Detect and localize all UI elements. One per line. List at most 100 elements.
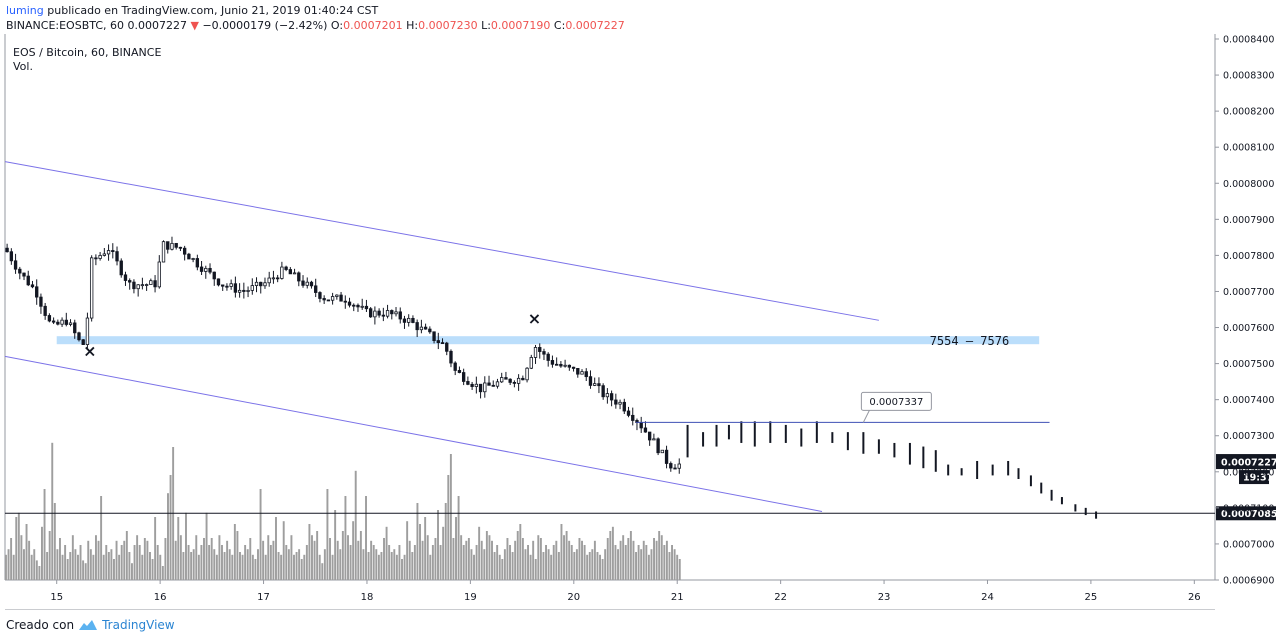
candle-body — [161, 241, 166, 263]
volume-bar — [267, 535, 270, 580]
candle-body — [356, 304, 360, 308]
volume-bar — [496, 545, 499, 580]
candle-body — [538, 347, 542, 352]
candle-body — [347, 301, 352, 306]
volume-bar — [354, 470, 357, 580]
volume-bar — [149, 552, 151, 580]
candle-body — [377, 310, 381, 316]
volume-bar — [110, 549, 113, 580]
author-link[interactable]: luming — [6, 4, 44, 17]
volume-bar — [470, 549, 473, 580]
volume-bar — [84, 563, 87, 580]
volume-bar — [406, 521, 409, 580]
tradingview-brand[interactable]: TradingView — [102, 618, 175, 632]
volume-bar — [197, 554, 200, 580]
candle-body — [18, 268, 22, 274]
volume-bar — [308, 524, 311, 580]
volume-bar — [485, 531, 488, 580]
time-tick-label: 15 — [50, 592, 63, 603]
descending-channel — [4, 161, 879, 512]
support-zone: 7554 – 7576 — [56, 334, 1040, 348]
price-tick-label: 0.0007200 — [1223, 467, 1274, 478]
candle-body — [51, 320, 56, 323]
volume-bar — [195, 535, 198, 580]
level-callout-pointer — [862, 410, 870, 423]
volume-bar — [624, 545, 627, 580]
price-tick-label: 0.0007600 — [1223, 323, 1274, 334]
candle-body — [182, 247, 187, 255]
created-with-text: Creado con — [6, 618, 75, 632]
volume-bar — [467, 538, 470, 580]
volume-bar — [655, 540, 658, 580]
volume-bar — [254, 559, 257, 580]
volume-legend[interactable]: Vol. — [13, 60, 33, 73]
volume-bar — [501, 559, 504, 580]
annotations: 0.0007337 × × 0.0007085 0.0007227 19:37 — [5, 309, 1278, 521]
volume-bar — [123, 540, 126, 580]
support-zone-label: 7554 – 7576 — [930, 334, 1009, 348]
volume-bar — [534, 559, 537, 580]
volume-bar — [421, 540, 424, 580]
time-tick-label: 17 — [257, 592, 270, 603]
time-tick-label: 18 — [361, 592, 374, 603]
volume-bar — [609, 531, 612, 580]
candle-body — [559, 363, 563, 367]
volume-bar — [465, 540, 468, 580]
volume-bar — [275, 517, 277, 580]
price-chart[interactable]: 7554 – 7576 0.0007337 × × 0.0007085 0.000722… — [0, 34, 1280, 610]
time-axis[interactable]: 15 16 17 18 19 20 21 22 23 24 25 26 — [50, 580, 1201, 603]
price-axis[interactable]: 0.0006900 0.0007000 0.0007100 0.0007200 0.00… — [1215, 35, 1274, 587]
chart-legend-title[interactable]: EOS / Bitcoin, 60, BINANCE — [13, 46, 162, 59]
candle-body — [381, 314, 386, 317]
volume-bar — [95, 535, 97, 580]
candle-body — [457, 370, 462, 373]
volume-bar — [272, 540, 275, 580]
volume-bar — [665, 540, 668, 580]
volume-bar — [488, 535, 491, 580]
volume-bar — [380, 552, 383, 580]
volume-bar — [460, 535, 463, 580]
time-tick-label: 19 — [464, 592, 477, 603]
level-callout-label: 0.0007337 — [869, 397, 923, 408]
volume-bar — [542, 552, 545, 580]
volume-bar — [352, 521, 355, 580]
candle-body — [576, 368, 580, 375]
candle-body — [597, 383, 601, 387]
volume-bar — [377, 554, 380, 580]
volume-bar — [164, 538, 167, 580]
candle-body — [77, 332, 81, 341]
candle-body — [601, 385, 605, 398]
volume-bar — [444, 503, 447, 580]
candle-body — [643, 427, 648, 433]
price-tick-label: 0.0007400 — [1223, 395, 1274, 406]
tradingview-logo-icon — [79, 620, 98, 630]
candle-body — [618, 401, 622, 405]
volume-bar — [480, 540, 483, 580]
change-value: −0.0000179 (−2.42%) — [202, 19, 328, 32]
candle-body — [529, 357, 533, 369]
volume-bar — [640, 549, 643, 580]
volume-bar — [71, 535, 74, 580]
candle-body — [166, 241, 170, 250]
volume-bar — [627, 538, 630, 580]
volume-bar — [398, 545, 401, 580]
volume-bar — [599, 554, 601, 580]
volume-bar — [210, 538, 213, 580]
volume-bar — [555, 540, 558, 580]
volume-bar — [231, 554, 234, 580]
volume-bar — [215, 554, 218, 580]
candle-body — [626, 410, 631, 416]
candle-body — [652, 438, 656, 441]
time-tick-label: 16 — [154, 592, 167, 603]
volume-bar — [169, 475, 172, 580]
candle-body — [9, 251, 14, 262]
volume-bar — [17, 512, 20, 580]
volume-bar — [650, 549, 653, 580]
volume-bars — [5, 442, 681, 580]
volume-bar — [565, 531, 568, 580]
volume-bar — [107, 552, 110, 580]
volume-bar — [5, 554, 7, 580]
plot-area[interactable] — [5, 34, 1215, 580]
volume-bar — [87, 540, 90, 580]
candle-body — [352, 304, 356, 307]
